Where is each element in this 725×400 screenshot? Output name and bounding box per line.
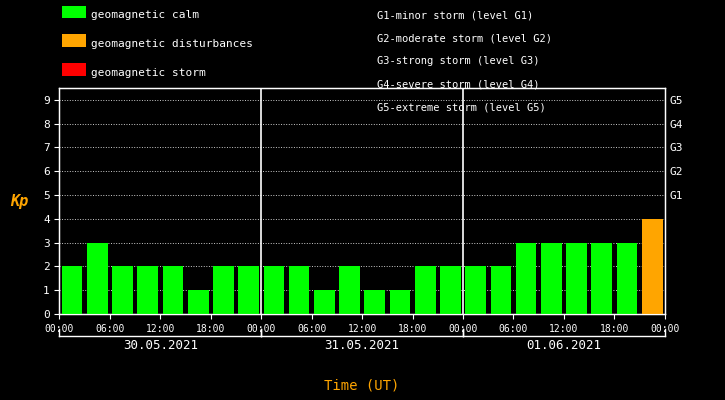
Bar [566, 243, 587, 314]
Bar [440, 266, 461, 314]
Bar [541, 243, 562, 314]
Text: Time (UT): Time (UT) [325, 379, 399, 393]
Bar [112, 266, 133, 314]
Bar [87, 243, 107, 314]
Bar [213, 266, 233, 314]
Text: geomagnetic disturbances: geomagnetic disturbances [91, 39, 253, 49]
Bar [365, 290, 385, 314]
Text: G4-severe storm (level G4): G4-severe storm (level G4) [377, 80, 539, 90]
Text: geomagnetic storm: geomagnetic storm [91, 68, 206, 78]
Bar [389, 290, 410, 314]
Bar [263, 266, 284, 314]
Bar [491, 266, 511, 314]
Bar [62, 266, 83, 314]
Bar [415, 266, 436, 314]
Text: 01.06.2021: 01.06.2021 [526, 339, 602, 352]
Text: 31.05.2021: 31.05.2021 [325, 339, 399, 352]
Text: G3-strong storm (level G3): G3-strong storm (level G3) [377, 56, 539, 66]
Text: G2-moderate storm (level G2): G2-moderate storm (level G2) [377, 33, 552, 43]
Bar [617, 243, 637, 314]
Bar [592, 243, 612, 314]
Text: G1-minor storm (level G1): G1-minor storm (level G1) [377, 10, 534, 20]
Bar [138, 266, 158, 314]
Bar [162, 266, 183, 314]
Bar [289, 266, 310, 314]
Bar [642, 219, 663, 314]
Bar [188, 290, 209, 314]
Bar [314, 290, 335, 314]
Text: 30.05.2021: 30.05.2021 [123, 339, 198, 352]
Text: Kp: Kp [10, 194, 29, 208]
Bar [515, 243, 536, 314]
Text: geomagnetic calm: geomagnetic calm [91, 10, 199, 20]
Bar [239, 266, 259, 314]
Bar [339, 266, 360, 314]
Text: G5-extreme storm (level G5): G5-extreme storm (level G5) [377, 103, 546, 113]
Bar [465, 266, 486, 314]
